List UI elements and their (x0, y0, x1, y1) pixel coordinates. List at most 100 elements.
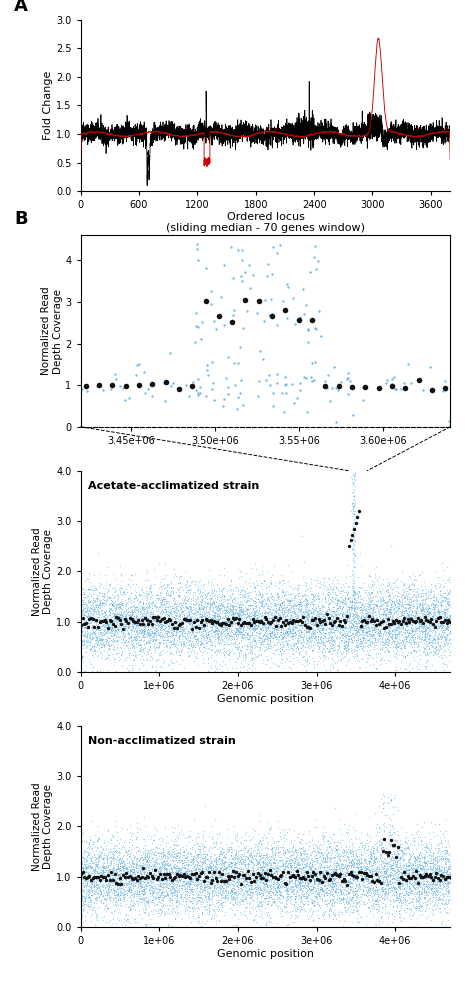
Point (191, 857, 199, 873)
Point (257, 611, 265, 627)
Point (176, 873, 184, 889)
Point (194, 847, 201, 862)
Point (374, 625, 381, 641)
Point (337, 856, 345, 872)
Point (149, 628, 157, 644)
Point (264, 836, 272, 852)
Point (295, 887, 303, 903)
Point (225, 645, 232, 661)
Point (335, 856, 343, 872)
Point (420, 854, 428, 870)
Point (198, 608, 206, 624)
Point (325, 868, 333, 884)
Point (245, 897, 253, 912)
Point (164, 619, 172, 635)
Point (276, 874, 283, 890)
Point (246, 887, 254, 903)
Point (282, 604, 290, 620)
Point (328, 618, 335, 634)
Point (268, 266, 276, 282)
Point (337, 634, 345, 649)
Point (215, 855, 222, 871)
Point (381, 806, 389, 822)
Point (188, 605, 196, 621)
Point (429, 883, 437, 899)
Point (420, 851, 428, 866)
Point (165, 847, 173, 862)
Point (146, 874, 154, 890)
Point (228, 848, 235, 863)
Point (129, 859, 137, 875)
Point (232, 627, 240, 643)
Point (413, 849, 420, 864)
Point (279, 292, 287, 308)
Point (115, 835, 123, 851)
Point (133, 614, 140, 630)
Point (332, 607, 339, 623)
Point (181, 602, 188, 618)
Point (443, 875, 451, 891)
Point (104, 582, 112, 597)
Point (421, 607, 428, 623)
Point (286, 592, 293, 607)
Point (175, 852, 183, 867)
Point (344, 371, 352, 387)
Point (288, 630, 295, 645)
Point (437, 588, 445, 603)
Point (383, 873, 391, 889)
Point (344, 872, 352, 888)
Point (267, 607, 275, 623)
Point (82, 617, 89, 633)
Point (407, 635, 414, 650)
Point (147, 631, 155, 646)
Point (253, 884, 261, 900)
Point (381, 867, 389, 883)
Point (197, 835, 205, 851)
Point (388, 883, 395, 899)
Point (315, 866, 323, 882)
Point (422, 873, 429, 889)
Point (189, 635, 197, 650)
Point (216, 880, 223, 896)
Point (167, 602, 175, 618)
Point (416, 856, 423, 872)
Point (151, 610, 159, 626)
Point (171, 841, 179, 856)
Point (369, 855, 376, 871)
Point (208, 910, 215, 926)
Point (338, 855, 346, 871)
Point (193, 866, 201, 882)
Point (382, 863, 389, 879)
Point (227, 859, 235, 875)
Point (116, 831, 124, 847)
Point (355, 895, 363, 910)
Point (126, 604, 133, 620)
Point (245, 601, 253, 617)
Point (174, 588, 182, 603)
Point (442, 871, 449, 887)
Point (221, 890, 228, 905)
Point (173, 883, 181, 899)
Point (166, 612, 174, 628)
Point (402, 885, 410, 901)
Point (168, 622, 175, 638)
Point (308, 857, 315, 873)
Point (294, 891, 302, 906)
Point (240, 856, 247, 872)
Point (389, 611, 396, 627)
Point (145, 845, 152, 860)
Point (284, 864, 292, 880)
Point (149, 626, 156, 642)
Point (124, 625, 131, 641)
Point (355, 852, 363, 867)
Point (350, 468, 358, 484)
Point (369, 590, 376, 605)
Point (217, 871, 225, 887)
Point (248, 854, 255, 870)
Point (405, 866, 413, 882)
Point (446, 599, 454, 615)
Point (328, 629, 335, 645)
Point (444, 876, 452, 892)
Point (237, 849, 245, 864)
Point (235, 603, 243, 619)
